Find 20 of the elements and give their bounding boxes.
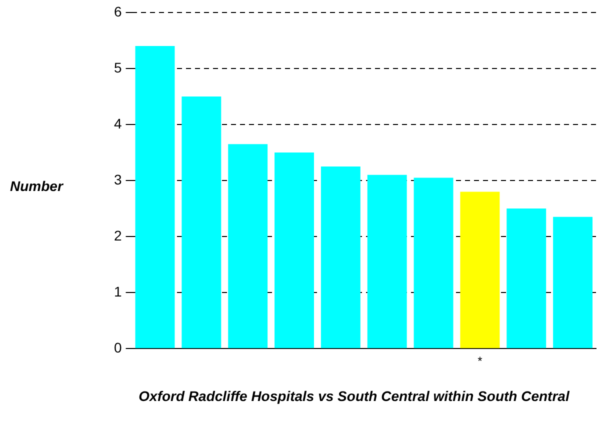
y-tick-label: 2 [114,227,122,244]
y-tick-label: 0 [114,339,122,356]
y-tick-label: 1 [114,283,122,300]
y-tick-label: 4 [114,115,122,132]
y-axis-title: Number [10,178,63,194]
bar [274,152,314,348]
x-tick-label: * [478,354,483,368]
x-axis-title: Oxford Radcliffe Hospitals vs South Central within South Central [138,388,570,404]
bar [460,192,500,348]
bar [228,144,268,348]
y-tick-label: 3 [114,171,122,188]
y-tick-label: 5 [114,59,122,76]
bar [553,216,593,348]
bar [320,166,360,348]
bar [506,208,546,348]
bar [182,96,222,348]
bar [367,174,407,348]
bar [135,46,175,348]
bar [414,178,454,348]
y-tick-label: 6 [114,3,122,20]
